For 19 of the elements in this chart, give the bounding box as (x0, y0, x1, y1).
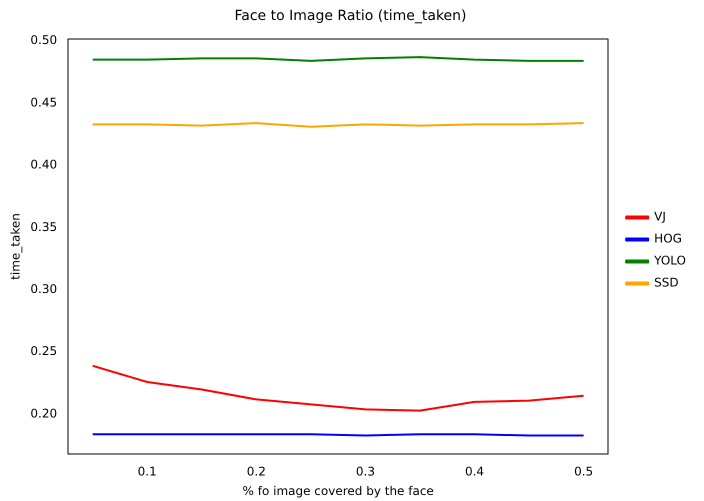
x-tick-label: 0.4 (464, 464, 484, 479)
x-axis-title: % fo image covered by the face (242, 484, 434, 498)
x-tick-label: 0.3 (356, 464, 375, 479)
y-tick-label: 0.45 (30, 95, 58, 110)
x-tick-label: 0.5 (574, 464, 594, 479)
x-tick-label: 0.2 (246, 464, 266, 479)
y-tick-label: 0.35 (30, 220, 58, 234)
y-tick-label: 0.25 (30, 344, 58, 358)
y-axis-title: time_taken (8, 213, 22, 280)
y-tick-label: 0.40 (30, 158, 58, 172)
y-tick-label: 0.20 (30, 406, 58, 420)
y-tick-label: 0.30 (30, 282, 58, 296)
legend-label: HOG (654, 232, 682, 246)
y-tick-label: 0.50 (30, 33, 58, 48)
legend-label: VJ (654, 210, 666, 224)
x-tick-label: 0.1 (138, 464, 157, 479)
legend-label: YOLO (653, 254, 686, 268)
chart-title: Face to Image Ratio (time_taken) (234, 8, 467, 24)
legend-label: SSD (654, 276, 679, 290)
